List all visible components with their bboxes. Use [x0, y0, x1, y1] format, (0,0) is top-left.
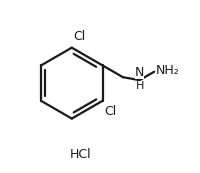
Text: Cl: Cl	[104, 105, 116, 118]
Text: N: N	[134, 66, 144, 79]
Text: Cl: Cl	[73, 30, 85, 43]
Text: H: H	[135, 81, 143, 92]
Text: NH₂: NH₂	[155, 64, 179, 77]
Text: HCl: HCl	[69, 148, 91, 161]
